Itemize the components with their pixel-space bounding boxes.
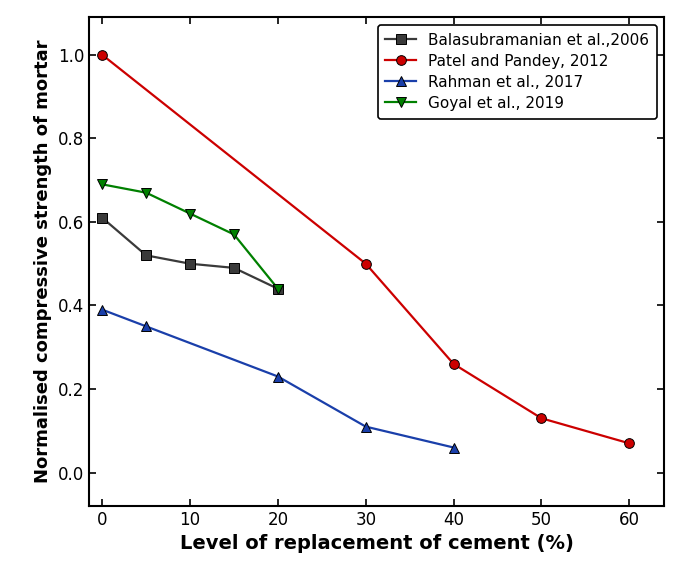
Balasubramanian et al.,2006 — [142, 252, 150, 259]
X-axis label: Level of replacement of cement (%): Level of replacement of cement (%) — [179, 534, 573, 553]
Patel and Pandey, 2012 — [537, 415, 545, 421]
Goyal et al., 2019 — [230, 231, 238, 238]
Rahman et al., 2017 — [274, 373, 282, 380]
Line: Rahman et al., 2017: Rahman et al., 2017 — [97, 305, 458, 453]
Goyal et al., 2019 — [186, 210, 194, 217]
Goyal et al., 2019 — [98, 181, 106, 188]
Patel and Pandey, 2012 — [449, 361, 458, 367]
Balasubramanian et al.,2006 — [230, 264, 238, 271]
Patel and Pandey, 2012 — [362, 260, 370, 267]
Rahman et al., 2017 — [142, 323, 150, 330]
Patel and Pandey, 2012 — [625, 440, 634, 447]
Y-axis label: Normalised compressive strength of mortar: Normalised compressive strength of morta… — [34, 40, 52, 484]
Balasubramanian et al.,2006 — [186, 260, 194, 267]
Legend: Balasubramanian et al.,2006, Patel and Pandey, 2012, Rahman et al., 2017, Goyal : Balasubramanian et al.,2006, Patel and P… — [377, 25, 657, 119]
Balasubramanian et al.,2006 — [98, 214, 106, 221]
Line: Goyal et al., 2019: Goyal et al., 2019 — [97, 179, 283, 294]
Line: Balasubramanian et al.,2006: Balasubramanian et al.,2006 — [97, 213, 283, 294]
Rahman et al., 2017 — [449, 444, 458, 451]
Goyal et al., 2019 — [142, 189, 150, 196]
Rahman et al., 2017 — [98, 306, 106, 313]
Rahman et al., 2017 — [362, 423, 370, 430]
Goyal et al., 2019 — [274, 285, 282, 292]
Line: Patel and Pandey, 2012: Patel and Pandey, 2012 — [97, 50, 634, 448]
Patel and Pandey, 2012 — [98, 51, 106, 58]
Balasubramanian et al.,2006 — [274, 285, 282, 292]
